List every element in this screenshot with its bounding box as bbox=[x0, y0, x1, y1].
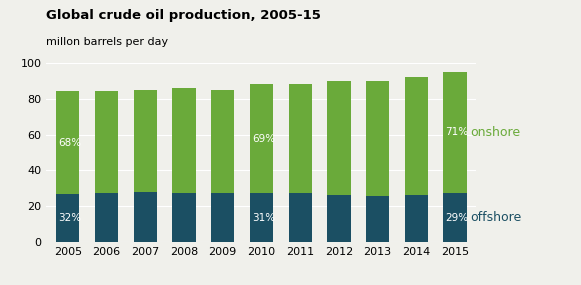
Text: 31%: 31% bbox=[252, 213, 275, 223]
Bar bbox=[327, 195, 350, 242]
Text: 69%: 69% bbox=[252, 134, 275, 144]
Bar bbox=[56, 194, 80, 242]
Text: onshore: onshore bbox=[471, 126, 521, 139]
Bar bbox=[405, 195, 428, 242]
Text: Global crude oil production, 2005-15: Global crude oil production, 2005-15 bbox=[46, 9, 321, 22]
Bar bbox=[405, 77, 428, 195]
Bar bbox=[366, 196, 389, 242]
Text: offshore: offshore bbox=[471, 211, 522, 224]
Text: 68%: 68% bbox=[58, 138, 81, 148]
Bar bbox=[173, 88, 196, 193]
Bar bbox=[95, 193, 118, 242]
Text: 29%: 29% bbox=[446, 213, 468, 223]
Bar bbox=[95, 91, 118, 193]
Bar bbox=[211, 89, 234, 193]
Bar bbox=[443, 193, 467, 242]
Bar bbox=[211, 193, 234, 242]
Bar bbox=[134, 192, 157, 242]
Text: 71%: 71% bbox=[446, 127, 468, 137]
Bar bbox=[366, 81, 389, 196]
Bar bbox=[289, 193, 312, 242]
Bar bbox=[56, 91, 80, 194]
Text: 32%: 32% bbox=[58, 213, 81, 223]
Bar bbox=[289, 84, 312, 193]
Bar bbox=[250, 84, 273, 193]
Bar bbox=[134, 89, 157, 192]
Bar bbox=[173, 193, 196, 242]
Bar bbox=[327, 81, 350, 195]
Bar bbox=[443, 72, 467, 193]
Text: millon barrels per day: millon barrels per day bbox=[46, 37, 168, 47]
Bar bbox=[250, 193, 273, 242]
